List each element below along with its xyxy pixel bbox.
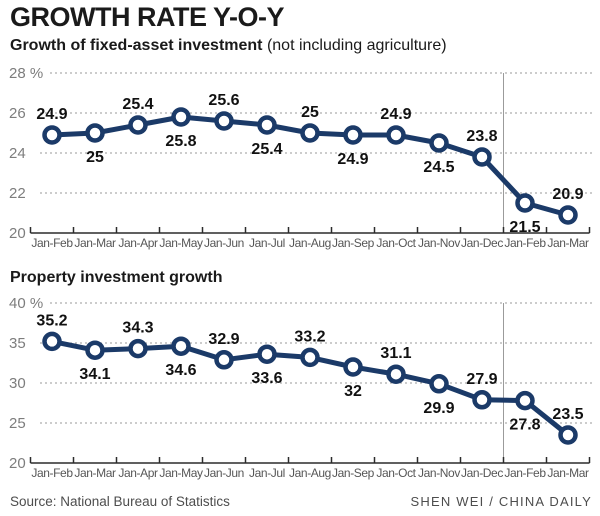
svg-text:27.9: 27.9 xyxy=(466,371,497,388)
svg-text:25: 25 xyxy=(9,415,26,432)
svg-text:28 %: 28 % xyxy=(9,65,43,82)
svg-text:Jan-May: Jan-May xyxy=(159,466,203,480)
svg-text:Jan-Mar: Jan-Mar xyxy=(547,236,589,250)
svg-text:31.1: 31.1 xyxy=(380,345,411,362)
svg-text:Jan-Nov: Jan-Nov xyxy=(418,466,460,480)
svg-text:24.9: 24.9 xyxy=(337,151,368,168)
svg-text:Jan-Feb: Jan-Feb xyxy=(31,236,73,250)
svg-text:Jan-Dec: Jan-Dec xyxy=(461,466,503,480)
svg-text:Jan-May: Jan-May xyxy=(159,236,203,250)
fixed-asset-chart-title-note: (not including agriculture) xyxy=(266,37,447,54)
svg-text:35: 35 xyxy=(9,335,26,352)
svg-text:Jan-Jul: Jan-Jul xyxy=(249,236,285,250)
svg-text:34.1: 34.1 xyxy=(79,366,110,383)
svg-text:25.4: 25.4 xyxy=(251,141,282,158)
fixed-asset-chart-title: Growth of fixed-asset investment (not in… xyxy=(10,37,447,55)
fixed-asset-chart-title-main: Growth of fixed-asset investment xyxy=(10,37,263,54)
svg-text:Jan-Jun: Jan-Jun xyxy=(204,236,244,250)
svg-text:21.5: 21.5 xyxy=(509,219,540,236)
svg-text:25: 25 xyxy=(301,104,319,121)
svg-text:Jan-Jul: Jan-Jul xyxy=(249,466,285,480)
svg-text:Jan-Oct: Jan-Oct xyxy=(376,466,416,480)
svg-text:25.4: 25.4 xyxy=(122,96,153,113)
svg-text:Jan-Aug: Jan-Aug xyxy=(289,466,331,480)
svg-text:34.3: 34.3 xyxy=(122,320,153,337)
svg-text:Jan-Apr: Jan-Apr xyxy=(118,466,158,480)
property-chart-title: Property investment growth xyxy=(10,269,222,287)
svg-text:35.2: 35.2 xyxy=(36,312,67,329)
svg-text:26: 26 xyxy=(9,105,26,122)
svg-text:Jan-Dec: Jan-Dec xyxy=(461,236,503,250)
svg-text:Jan-Feb: Jan-Feb xyxy=(31,466,73,480)
svg-text:Jan-Apr: Jan-Apr xyxy=(118,236,158,250)
svg-text:33.6: 33.6 xyxy=(251,370,282,387)
svg-text:Jan-Nov: Jan-Nov xyxy=(418,236,460,250)
svg-text:32: 32 xyxy=(344,383,362,400)
svg-text:Jan-Oct: Jan-Oct xyxy=(376,236,416,250)
svg-text:33.2: 33.2 xyxy=(294,328,325,345)
svg-text:22: 22 xyxy=(9,185,26,202)
svg-text:20.9: 20.9 xyxy=(552,186,583,203)
svg-text:Jan-Jun: Jan-Jun xyxy=(204,466,244,480)
svg-text:Jan-Sep: Jan-Sep xyxy=(332,466,375,480)
svg-text:20: 20 xyxy=(9,225,26,242)
svg-text:Jan-Mar: Jan-Mar xyxy=(74,236,116,250)
svg-text:24.9: 24.9 xyxy=(380,106,411,123)
svg-text:Jan-Feb: Jan-Feb xyxy=(504,466,546,480)
svg-text:24.5: 24.5 xyxy=(423,159,454,176)
svg-text:Jan-Sep: Jan-Sep xyxy=(332,236,375,250)
svg-text:25.8: 25.8 xyxy=(165,133,196,150)
svg-text:27.8: 27.8 xyxy=(509,417,540,434)
svg-text:24.9: 24.9 xyxy=(36,106,67,123)
footer: Source: National Bureau of Statistics SH… xyxy=(10,494,592,509)
svg-text:30: 30 xyxy=(9,375,26,392)
svg-text:Jan-Aug: Jan-Aug xyxy=(289,236,331,250)
page-title: GROWTH RATE Y-O-Y xyxy=(10,2,285,32)
svg-text:Jan-Feb: Jan-Feb xyxy=(504,236,546,250)
source-text: Source: National Bureau of Statistics xyxy=(10,494,230,509)
svg-text:Jan-Mar: Jan-Mar xyxy=(547,466,589,480)
svg-text:25: 25 xyxy=(86,149,104,166)
svg-text:23.5: 23.5 xyxy=(552,406,583,423)
svg-text:25.6: 25.6 xyxy=(208,92,239,109)
svg-text:24: 24 xyxy=(9,145,26,162)
svg-text:20: 20 xyxy=(9,455,26,472)
svg-text:34.6: 34.6 xyxy=(165,362,196,379)
credit-text: SHEN WEI / CHINA DAILY xyxy=(410,494,592,509)
svg-text:23.8: 23.8 xyxy=(466,128,497,145)
svg-text:40 %: 40 % xyxy=(9,295,43,312)
property-chart-title-main: Property investment growth xyxy=(10,269,223,286)
svg-text:29.9: 29.9 xyxy=(423,400,454,417)
svg-text:32.9: 32.9 xyxy=(208,331,239,348)
svg-text:Jan-Mar: Jan-Mar xyxy=(74,466,116,480)
